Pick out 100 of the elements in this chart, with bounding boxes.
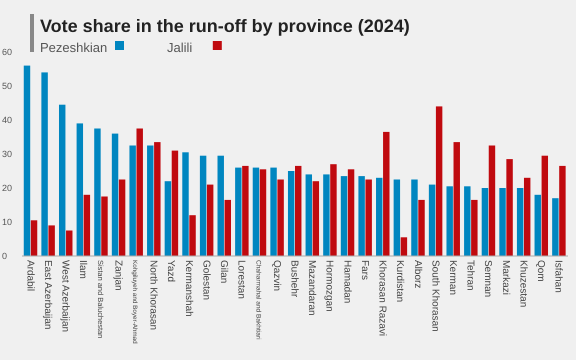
bar [224, 200, 231, 256]
chart-title: Vote share in the run-off by province (2024) [40, 16, 410, 36]
bar [66, 230, 72, 256]
x-tick-label: Markazi [500, 260, 511, 296]
x-tick-label: Ilam [77, 260, 88, 279]
bar [348, 169, 354, 256]
bar [58, 104, 66, 256]
bar [428, 184, 436, 256]
x-tick-label: Lorestan [236, 260, 247, 299]
bar [534, 194, 541, 256]
x-tick-label: Qom [535, 260, 546, 282]
bar [446, 186, 453, 256]
bar [383, 132, 390, 256]
bar [252, 168, 260, 256]
bar [30, 220, 38, 256]
bar [488, 146, 496, 256]
x-tick-label: Yazd [165, 260, 176, 282]
x-tick-label: Mazandaran [306, 260, 318, 316]
bar [260, 169, 266, 256]
bar [84, 194, 90, 256]
bar [235, 168, 242, 256]
x-tick-label: Isfahan [552, 260, 564, 293]
x-tick-label: Zanjan [112, 260, 124, 291]
bar [365, 180, 372, 256]
x-tick-label: West Azerbaijan [60, 260, 71, 332]
bar [101, 196, 108, 256]
bar [471, 200, 478, 256]
bar [94, 128, 101, 256]
bar [312, 181, 320, 256]
x-tick-label: South Khorasan [429, 260, 440, 332]
legend-label: Pezeshkian [40, 40, 108, 55]
x-tick-label: Khorasan Razavi [376, 260, 388, 336]
y-tick-label: 40 [2, 115, 12, 126]
bar [118, 180, 126, 256]
bar [306, 174, 312, 256]
x-tick-label: Kermanshah [182, 260, 194, 317]
bar [242, 166, 249, 256]
x-tick-label: Golestan [200, 260, 212, 300]
bar [24, 66, 30, 256]
bar [182, 152, 189, 256]
bar [206, 184, 214, 256]
x-tick-label: Ardabil [24, 260, 36, 292]
bar [516, 188, 524, 256]
bar [411, 180, 418, 256]
bar [288, 171, 294, 256]
bar [164, 181, 172, 256]
x-tick-label: Bushehr [288, 260, 300, 298]
bar [41, 72, 48, 256]
bar [340, 176, 348, 256]
x-tick-label: Hamadan [341, 260, 352, 304]
bar [270, 168, 277, 256]
bar [499, 188, 506, 256]
bar [295, 166, 302, 256]
y-tick-label: 0 [2, 251, 8, 262]
y-tick-label: 60 [2, 47, 12, 58]
bar [277, 180, 284, 256]
bar [172, 150, 178, 256]
bar [147, 146, 154, 256]
bar [454, 142, 460, 256]
y-tick-label: 10 [2, 217, 12, 228]
bar [358, 176, 365, 256]
bar [154, 142, 161, 256]
bar [400, 237, 408, 256]
y-tick-label: 20 [2, 183, 12, 194]
x-tick-label: Fars [358, 260, 370, 280]
bar [48, 225, 55, 256]
bar [218, 156, 224, 256]
bar [136, 128, 143, 256]
x-tick-label: Semnan [482, 260, 494, 298]
bar [323, 174, 330, 256]
x-tick-label: Tehran [464, 260, 476, 291]
legend-label: Jalili [167, 40, 192, 55]
x-tick-label: Alborz [412, 260, 423, 288]
x-tick-label: Kerman [447, 260, 458, 296]
bar [482, 188, 488, 256]
bar [506, 159, 513, 256]
bar [376, 178, 382, 256]
bar [200, 156, 206, 256]
bar [464, 186, 471, 256]
bar [330, 164, 337, 256]
bar [129, 146, 136, 256]
bar [559, 166, 566, 256]
bar [112, 134, 118, 256]
x-tick-label: Qazvin [270, 260, 282, 292]
x-tick-label: Gilan [218, 260, 230, 284]
bar [542, 156, 548, 256]
bar [418, 200, 425, 256]
bar [76, 123, 84, 256]
bar [436, 106, 442, 256]
y-tick-label: 30 [2, 149, 12, 160]
bar [394, 180, 400, 256]
bar [189, 215, 196, 256]
y-tick-label: 50 [2, 81, 12, 92]
x-tick-label: Hormozgan [324, 260, 335, 312]
bar [552, 198, 559, 256]
x-tick-label: Kurdistan [394, 260, 406, 302]
bar [524, 178, 530, 256]
x-tick-label: North Khorasan [148, 260, 159, 330]
x-tick-label: Khuzestan [517, 260, 528, 308]
x-tick-label: East Azerbaijan [42, 260, 53, 330]
